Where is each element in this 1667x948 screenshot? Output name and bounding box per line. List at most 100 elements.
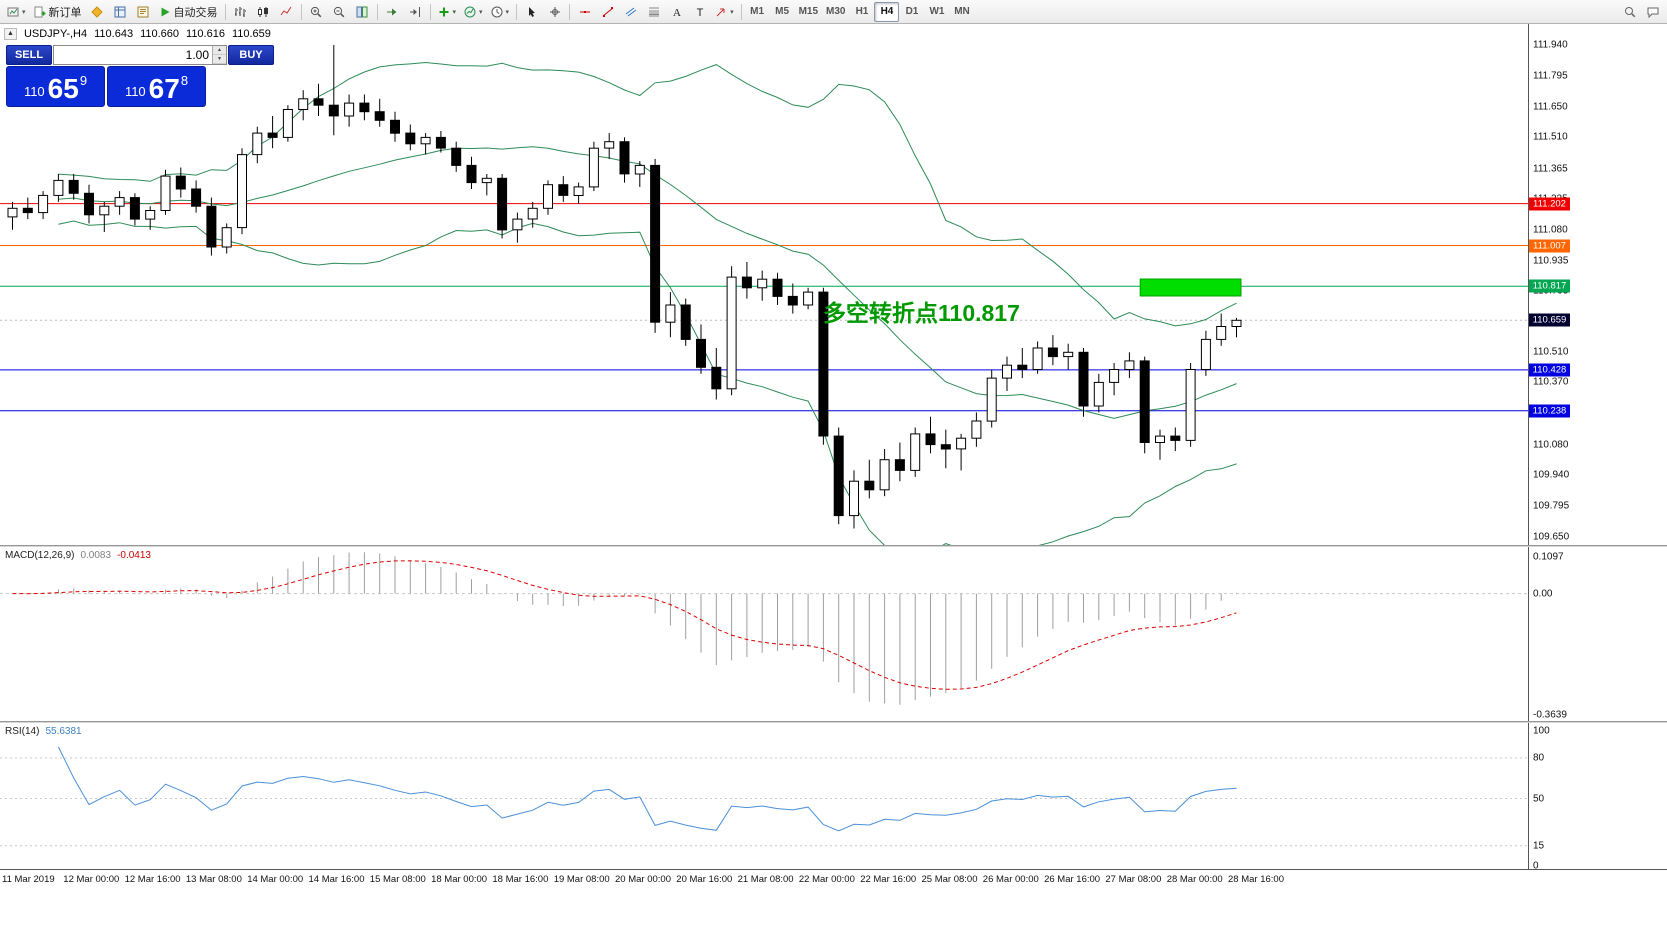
time-axis-label: 26 Mar 16:00 — [1044, 874, 1101, 885]
bar-chart-button[interactable] — [229, 2, 252, 22]
timeframe-m5-button[interactable]: M5 — [775, 6, 790, 17]
zoom-out-icon — [333, 6, 345, 18]
svg-text:A: A — [673, 7, 681, 18]
crosshair-button[interactable] — [543, 2, 566, 22]
macd-chart[interactable] — [0, 547, 1528, 721]
panel-separator[interactable] — [0, 721, 1667, 723]
timeframe-h4-button[interactable]: H4 — [874, 1, 900, 22]
level-price-tag: 110.428 — [1529, 363, 1570, 377]
trendline-icon — [602, 6, 614, 18]
candlestick-chart-icon — [257, 6, 269, 18]
zoom-in-button[interactable] — [305, 2, 328, 22]
indicators-button[interactable]: ▾ — [460, 2, 487, 22]
price-chart-panel: 多空转折点110.817 111.940 111.795 111.650 111.51… — [0, 24, 1667, 545]
equidistant-channel-button[interactable] — [619, 2, 642, 22]
low-value: 110.616 — [186, 28, 225, 40]
volume-down-button[interactable]: ▼ — [213, 55, 226, 64]
arrow-objects-button[interactable]: ▾ — [711, 2, 738, 22]
time-axis-label: 18 Mar 00:00 — [431, 874, 488, 885]
time-axis-label: 18 Mar 16:00 — [492, 874, 549, 885]
price-axis-label: 111.795 — [1533, 70, 1568, 82]
price-axis-label: 110.370 — [1533, 376, 1569, 388]
autotrading-button[interactable]: 自动交易 — [155, 2, 222, 22]
navigator-button[interactable] — [132, 2, 155, 22]
text-button[interactable]: A — [665, 2, 688, 22]
trendline-button[interactable] — [596, 2, 619, 22]
fibonacci-icon — [648, 6, 660, 18]
price-chart[interactable]: 多空转折点110.817 — [0, 24, 1528, 545]
price-axis[interactable]: 111.940 111.795 111.650 111.510 111.365 111.2… — [1528, 24, 1667, 545]
volume-up-button[interactable]: ▲ — [213, 46, 226, 55]
macd-axis-label: 0.1097 — [1533, 551, 1564, 563]
cursor-button[interactable] — [520, 2, 543, 22]
rsi-axis[interactable]: 100 80 50 15 0 — [1528, 723, 1667, 872]
search-icon — [1624, 6, 1636, 18]
time-axis-label: 20 Mar 00:00 — [615, 874, 671, 885]
buy-price-button[interactable]: 110 67 8 — [107, 66, 206, 107]
chat-button[interactable] — [1641, 2, 1664, 22]
bollinger-bands — [58, 61, 1237, 545]
search-button[interactable] — [1618, 2, 1641, 22]
text-label-button[interactable]: T — [688, 2, 711, 22]
timeframe-m15-button[interactable]: M15 — [798, 6, 819, 17]
rsi-value: 55.6381 — [45, 726, 82, 737]
volume-field: ▲ ▼ — [53, 45, 227, 65]
chart-shift-button[interactable] — [404, 2, 427, 22]
zoom-out-button[interactable] — [328, 2, 351, 22]
current-price-tag: 110.659 — [1529, 313, 1570, 327]
open-value: 110.643 — [94, 28, 134, 40]
market-watch-button[interactable] — [109, 2, 132, 22]
high-value: 110.660 — [140, 28, 180, 40]
time-axis[interactable]: 11 Mar 2019 12 Mar 00:00 12 Mar 16:00 13 Ma… — [0, 869, 1667, 890]
sell-price-button[interactable]: 110 65 9 — [6, 66, 105, 107]
buy-button[interactable]: BUY — [228, 45, 274, 65]
toolbar-separator — [569, 3, 571, 20]
time-axis-label: 28 Mar 00:00 — [1166, 874, 1223, 885]
rsi-axis-label: 0 — [1533, 860, 1539, 872]
macd-axis[interactable]: 0.1097 0.00 -0.3639 — [1528, 547, 1667, 721]
autotrading-icon — [159, 6, 171, 18]
time-axis-label: 21 Mar 08:00 — [737, 874, 794, 885]
time-axis-label: 25 Mar 08:00 — [921, 874, 978, 885]
rsi-header: RSI(14) 55.6381 — [5, 726, 82, 737]
price-axis-label: 111.940 — [1533, 39, 1568, 51]
zoom-in-icon — [310, 6, 322, 18]
metaeditor-button[interactable] — [86, 2, 109, 22]
time-axis-label: 20 Mar 16:00 — [676, 874, 733, 885]
line-chart-icon — [280, 6, 292, 18]
timeframe-w1-button[interactable]: W1 — [929, 6, 945, 17]
one-click-toggle-icon[interactable]: ▲ — [4, 28, 17, 40]
macd-label: MACD(12,26,9) — [5, 550, 75, 561]
new-order-button[interactable]: 新订单 — [30, 2, 86, 22]
line-chart-button[interactable] — [275, 2, 298, 22]
level-price-tag: 111.007 — [1529, 239, 1570, 252]
timeframe-mn-button[interactable]: MN — [954, 6, 970, 17]
auto-scroll-button[interactable] — [381, 2, 404, 22]
panel-separator[interactable] — [0, 545, 1667, 547]
toolbar-separator — [224, 3, 226, 20]
annotation-text[interactable]: 多空转折点110.817 — [823, 300, 1020, 326]
tile-windows-button[interactable] — [351, 2, 374, 22]
candles[interactable] — [7, 45, 1242, 529]
horizontal-line-button[interactable] — [573, 2, 596, 22]
chart-ohlc-header: ▲ USDJPY-,H4 110.643 110.660 110.616 110… — [4, 28, 271, 40]
sell-price-pips: 65 — [47, 73, 79, 104]
time-axis-label: 12 Mar 00:00 — [63, 874, 120, 885]
time-axis-label: 22 Mar 16:00 — [860, 874, 917, 885]
new-order-quick-button[interactable]: ▾ — [434, 2, 461, 22]
symbol-period-label: USDJPY-,H4 — [23, 28, 88, 40]
sell-button[interactable]: SELL — [6, 45, 52, 65]
volume-input[interactable] — [54, 46, 212, 64]
periods-button[interactable]: ▾ — [487, 2, 514, 22]
timeframe-h1-button[interactable]: H1 — [855, 6, 869, 17]
candlestick-chart-button[interactable] — [252, 2, 275, 22]
timeframe-m30-button[interactable]: M30 — [826, 6, 846, 17]
timeframe-d1-button[interactable]: D1 — [905, 6, 919, 17]
rsi-label: RSI(14) — [5, 726, 40, 737]
new-chart-button[interactable]: ▾ — [3, 2, 30, 22]
fibonacci-button[interactable] — [642, 2, 665, 22]
rsi-chart[interactable] — [0, 723, 1528, 869]
timeframe-m1-button[interactable]: M1 — [750, 6, 765, 17]
highlight-rectangle[interactable] — [1139, 278, 1242, 297]
sell-price-big-figure: 110 — [23, 84, 45, 99]
